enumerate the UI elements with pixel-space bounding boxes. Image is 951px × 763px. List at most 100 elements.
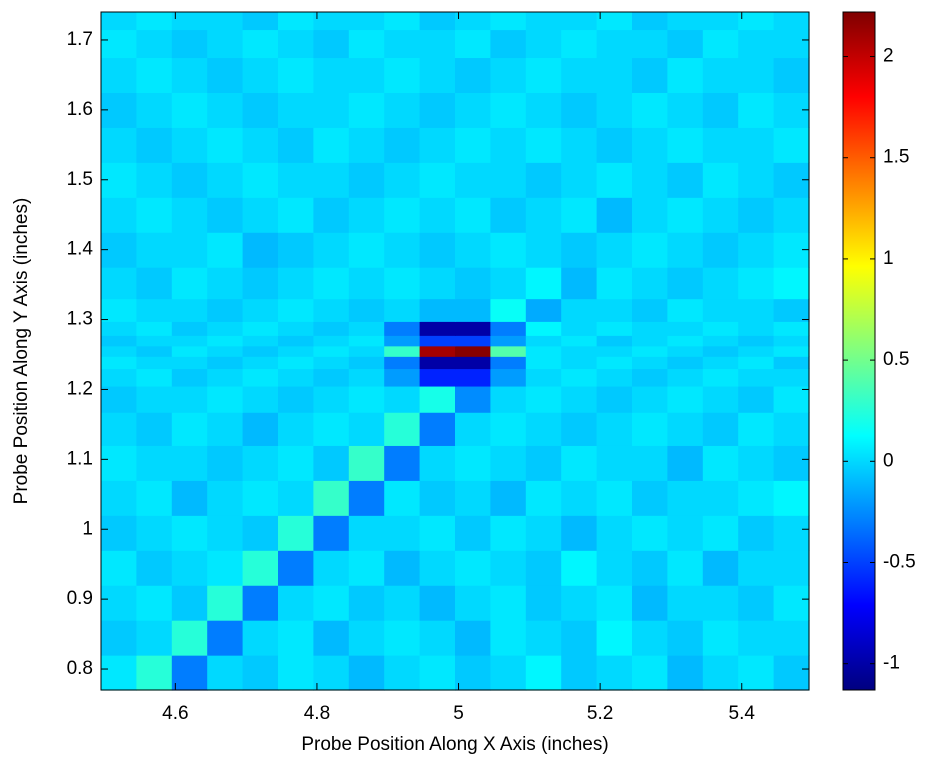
heat-cell bbox=[773, 197, 810, 233]
heat-cell bbox=[667, 57, 704, 93]
colorbar bbox=[842, 11, 876, 691]
heat-cell bbox=[419, 29, 456, 59]
heat-cell bbox=[278, 515, 314, 551]
heat-cell bbox=[419, 356, 456, 370]
heat-cell bbox=[490, 162, 527, 198]
heat-cell bbox=[384, 12, 421, 31]
heat-cell bbox=[136, 92, 173, 128]
heat-cell bbox=[136, 585, 173, 621]
heat-cell bbox=[596, 162, 633, 198]
heat-cell bbox=[525, 197, 562, 233]
heat-cell bbox=[525, 321, 562, 336]
heat-cell bbox=[136, 345, 173, 357]
heat-cell bbox=[667, 232, 704, 268]
heat-cell bbox=[702, 550, 739, 586]
heat-cell bbox=[773, 385, 810, 413]
heat-cell bbox=[136, 385, 173, 413]
heat-cell bbox=[242, 197, 279, 233]
heat-cell bbox=[702, 232, 739, 268]
heat-cell bbox=[384, 162, 421, 198]
heat-cell bbox=[419, 127, 456, 163]
heat-cell bbox=[384, 480, 421, 516]
heat-cell bbox=[207, 480, 244, 516]
heat-cell bbox=[242, 298, 279, 322]
heat-cell bbox=[667, 585, 704, 621]
heat-cell bbox=[561, 162, 598, 198]
heat-cell bbox=[490, 345, 527, 357]
heat-cell bbox=[667, 267, 704, 300]
heat-cell bbox=[667, 345, 704, 357]
heat-cell bbox=[384, 298, 421, 322]
heat-cell bbox=[702, 12, 739, 31]
heat-cell bbox=[242, 162, 279, 198]
heat-cell bbox=[101, 57, 137, 93]
heat-cell bbox=[632, 445, 668, 481]
heat-cell bbox=[738, 197, 775, 233]
heat-cell bbox=[596, 127, 633, 163]
heat-cell bbox=[632, 655, 668, 691]
heat-cell bbox=[348, 335, 385, 347]
heat-cell bbox=[667, 127, 704, 163]
heat-cell bbox=[101, 321, 137, 336]
heat-cell bbox=[278, 655, 314, 691]
heat-cell bbox=[313, 57, 350, 93]
heat-cell bbox=[738, 368, 775, 387]
heat-cell bbox=[490, 385, 527, 413]
heat-cell bbox=[525, 345, 562, 357]
heat-cell bbox=[278, 232, 314, 268]
heat-cell bbox=[242, 385, 279, 413]
heat-cell bbox=[384, 197, 421, 233]
heat-cell bbox=[455, 92, 491, 128]
y-tick-label: 0.9 bbox=[67, 588, 93, 609]
heat-cell bbox=[490, 368, 527, 387]
heat-cell bbox=[455, 412, 491, 446]
heat-cell bbox=[632, 480, 668, 516]
heat-cell bbox=[207, 385, 244, 413]
heat-cell bbox=[384, 550, 421, 586]
heat-cell bbox=[136, 298, 173, 322]
heat-cell bbox=[702, 515, 739, 551]
heat-cell bbox=[313, 655, 350, 691]
heat-cell bbox=[384, 127, 421, 163]
heat-cell bbox=[384, 335, 421, 347]
heat-cell bbox=[278, 480, 314, 516]
heat-cell bbox=[384, 445, 421, 481]
heat-cell bbox=[490, 356, 527, 370]
heat-cell bbox=[384, 368, 421, 387]
heat-cell bbox=[313, 480, 350, 516]
heat-cell bbox=[242, 480, 279, 516]
heat-cell bbox=[773, 127, 810, 163]
heat-cell bbox=[667, 655, 704, 691]
heat-cell bbox=[101, 345, 137, 357]
heat-cell bbox=[171, 445, 208, 481]
heat-cell bbox=[384, 321, 421, 336]
heat-cell bbox=[490, 480, 527, 516]
heat-cell bbox=[702, 267, 739, 300]
heat-cell bbox=[702, 385, 739, 413]
heat-cell bbox=[455, 29, 491, 59]
x-axis-label: Probe Position Along X Axis (inches) bbox=[301, 734, 608, 755]
heat-cell bbox=[313, 335, 350, 347]
heat-cell bbox=[702, 480, 739, 516]
heat-cell bbox=[278, 585, 314, 621]
heat-cell bbox=[136, 162, 173, 198]
heat-cell bbox=[596, 57, 633, 93]
heat-cell bbox=[455, 335, 491, 347]
heat-cell bbox=[667, 29, 704, 59]
heat-cell bbox=[667, 385, 704, 413]
heat-cell bbox=[207, 12, 244, 31]
heat-cell bbox=[773, 620, 810, 656]
heat-cell bbox=[207, 232, 244, 268]
heat-cell bbox=[348, 162, 385, 198]
heat-cell bbox=[632, 412, 668, 446]
heat-cell bbox=[561, 267, 598, 300]
heat-cell bbox=[171, 127, 208, 163]
heat-cell bbox=[313, 232, 350, 268]
heat-cell bbox=[561, 197, 598, 233]
heat-cell bbox=[455, 162, 491, 198]
heat-cell bbox=[384, 92, 421, 128]
heat-cell bbox=[101, 515, 137, 551]
y-tick-label: 1.2 bbox=[67, 378, 93, 399]
heat-cell bbox=[348, 356, 385, 370]
heat-cell bbox=[490, 57, 527, 93]
